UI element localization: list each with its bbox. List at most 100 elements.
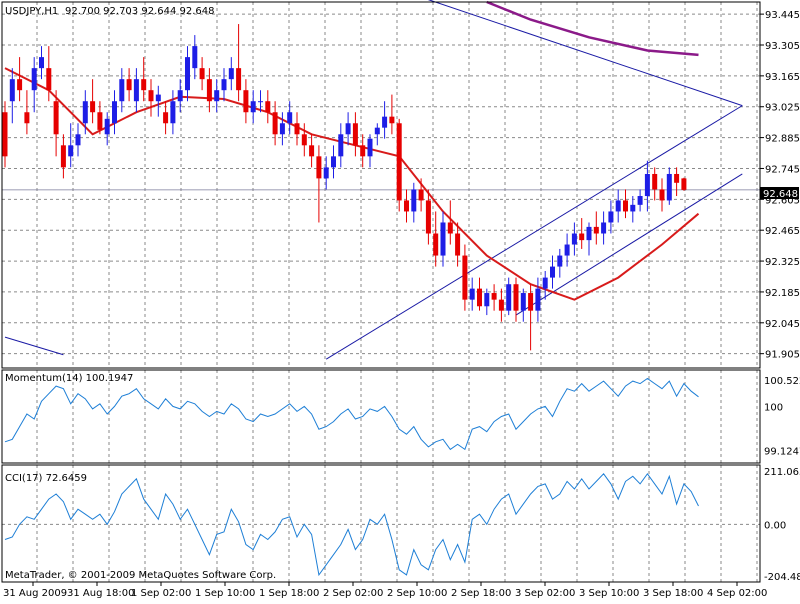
candle-body: [206, 79, 212, 102]
candle-body: [236, 68, 242, 91]
candle-body: [60, 145, 66, 168]
candle: [644, 160, 650, 212]
pane-frame: [1, 1, 761, 369]
candle-body: [287, 112, 293, 124]
candle-body: [309, 145, 315, 157]
candle-body: [141, 79, 147, 91]
candle: [323, 156, 329, 190]
candle-body: [177, 90, 183, 102]
candle-body: [411, 189, 417, 212]
candle: [2, 101, 8, 168]
candle: [60, 134, 66, 179]
candle-body: [571, 233, 577, 245]
candle-body: [374, 127, 380, 135]
candle: [221, 68, 227, 102]
candle-body: [301, 134, 307, 146]
candle-body: [75, 134, 81, 146]
indicator-lines: [4, 377, 699, 577]
cci-label: CCI(17) 72.6459: [5, 473, 87, 484]
candle: [550, 255, 555, 289]
candle: [382, 101, 388, 139]
candle: [82, 90, 88, 135]
candle-body: [593, 226, 599, 234]
candle: [141, 57, 147, 102]
candle-body: [148, 90, 154, 102]
candle-body: [53, 101, 59, 135]
candle: [228, 57, 234, 91]
x-tick-label: 31 Aug 18:00: [67, 588, 134, 599]
candle: [338, 123, 344, 168]
candle-body: [542, 277, 548, 289]
candle: [352, 112, 358, 157]
candle: [90, 79, 96, 124]
candle: [652, 167, 658, 201]
candle: [615, 189, 621, 223]
candle-body: [615, 200, 621, 212]
pane-frame: [1, 369, 761, 464]
y-tick-label: 93.305: [765, 41, 800, 52]
candle: [666, 167, 672, 205]
candle-body: [469, 288, 475, 300]
candle-body: [272, 112, 278, 135]
candle: [681, 177, 687, 191]
trend-lines: [4, 0, 743, 360]
candle-body: [579, 233, 585, 241]
candle: [601, 211, 607, 245]
candle: [360, 134, 366, 168]
candle: [148, 79, 154, 117]
candle: [39, 46, 44, 80]
trend-line: [4, 336, 64, 356]
y-tick-label: 93.025: [765, 103, 800, 114]
candle-body: [112, 101, 117, 124]
candle-body: [90, 101, 96, 113]
candle: [389, 94, 395, 135]
candle-body: [294, 123, 300, 135]
x-tick-label: 31 Aug 2009: [3, 588, 67, 599]
candle: [206, 68, 212, 113]
candle: [272, 101, 278, 146]
candle: [404, 189, 409, 223]
candle-body: [126, 79, 132, 91]
moving-average-slow: [486, 0, 699, 57]
candle: [506, 277, 512, 316]
candle: [418, 178, 424, 212]
candle: [331, 145, 336, 179]
momentum-tick-label: 99.1247: [764, 447, 800, 458]
cci-tick-label: 0.00: [764, 520, 786, 531]
y-tick-label: 92.885: [765, 134, 800, 145]
candle: [279, 112, 285, 146]
candle-body: [557, 255, 563, 267]
candle-body: [652, 173, 658, 190]
candle: [396, 118, 402, 212]
x-tick-label: 2 Sep 18:00: [451, 588, 511, 599]
candle: [557, 248, 563, 278]
candle: [659, 178, 665, 212]
candle: [287, 101, 293, 135]
candle: [571, 222, 577, 256]
candle-body: [418, 189, 424, 201]
candle: [528, 284, 534, 351]
candle-body: [17, 79, 23, 91]
candle: [535, 277, 541, 322]
y-tick-label: 92.465: [765, 226, 800, 237]
candle: [126, 68, 132, 102]
x-tick-label: 1 Sep 02:00: [131, 588, 191, 599]
candle: [53, 90, 59, 157]
symbol-label: USDJPY,H1: [5, 6, 58, 17]
ohlc-readout: 92.700 92.703 92.644 92.648: [65, 6, 215, 17]
candle-body: [637, 196, 643, 205]
candle-body: [447, 222, 453, 234]
candle: [433, 211, 439, 267]
x-tick-label: 3 Sep 02:00: [515, 588, 575, 599]
x-tick-label: 4 Sep 02:00: [707, 588, 767, 599]
candle: [301, 123, 307, 157]
candle: [477, 277, 482, 311]
y-tick-label: 93.445: [765, 10, 800, 21]
candle: [637, 189, 643, 212]
momentum-line: [4, 377, 699, 451]
candle: [31, 57, 37, 113]
candle: [236, 24, 242, 102]
candle: [75, 123, 81, 157]
